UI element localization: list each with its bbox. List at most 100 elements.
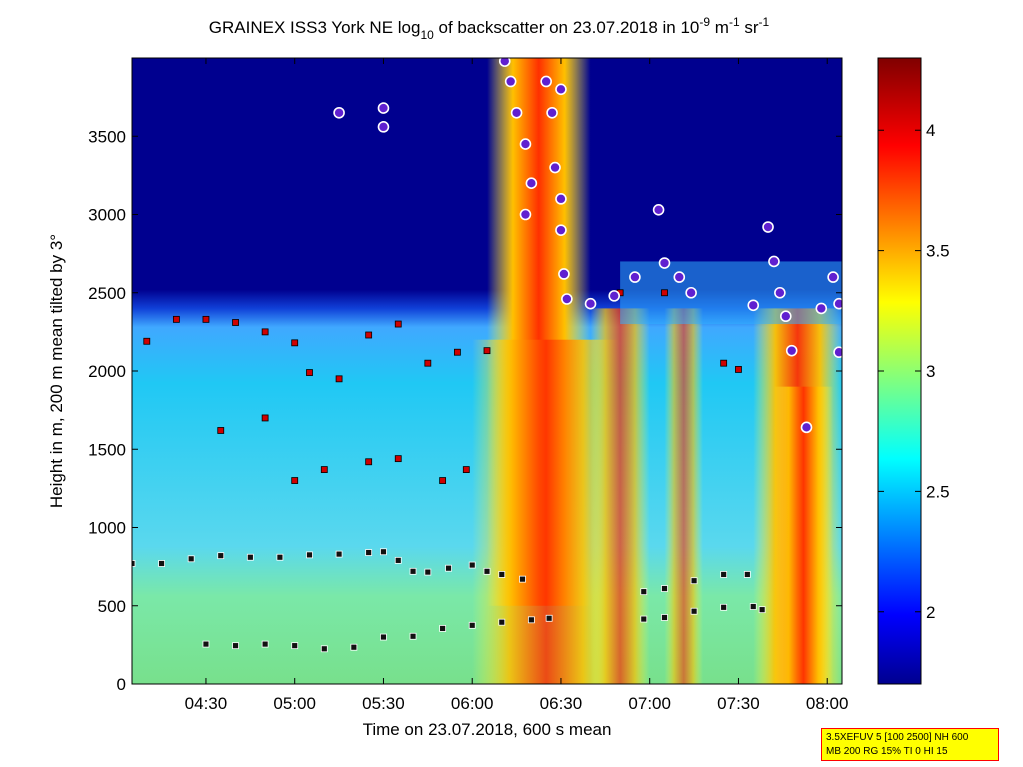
cloud-base-marker: [762, 221, 774, 233]
layer-marker: [202, 640, 210, 648]
mixed-layer-marker: [291, 477, 299, 484]
layer-marker: [217, 552, 225, 560]
cloud-layer: [620, 261, 842, 325]
cloud-base-marker: [519, 138, 532, 150]
colorbar-tick-label: 2.5: [926, 482, 950, 501]
y-tick-label: 1000: [88, 519, 126, 538]
layer-marker: [409, 632, 417, 640]
layer-marker: [424, 568, 432, 576]
layer-marker: [445, 564, 452, 572]
layer-marker: [661, 614, 668, 621]
colorbar: [877, 57, 922, 685]
cloud-base-marker: [779, 310, 792, 323]
colorbar-tick-label: 3: [926, 362, 935, 381]
cloud-base-marker: [584, 297, 597, 310]
mixed-layer-marker: [394, 455, 402, 463]
cloud-base-marker: [555, 83, 567, 96]
mixed-layer-marker: [424, 359, 432, 367]
cloud-base-marker: [658, 257, 671, 269]
mixed-layer-marker: [217, 427, 225, 434]
layer-marker: [519, 575, 526, 583]
layer-marker: [132, 560, 136, 567]
mixed-layer-marker: [306, 369, 313, 376]
layer-marker: [158, 560, 165, 567]
mixed-layer-marker: [291, 339, 299, 347]
mixed-layer-marker: [261, 328, 269, 336]
cloud-base-marker: [833, 297, 842, 310]
cloud-base-marker: [546, 106, 558, 119]
cloud-base-marker: [673, 271, 686, 283]
mixed-layer-marker: [439, 477, 447, 484]
layer-marker: [468, 561, 476, 569]
info-line-2: MB 200 RG 15% TI 0 HI 15: [826, 746, 948, 757]
y-tick-label: 2500: [88, 284, 126, 303]
mixed-layer-marker: [365, 458, 373, 466]
y-axis-label: Height in m, 200 m mean tilted by 3°: [47, 234, 66, 508]
x-tick-label: 05:30: [362, 694, 405, 713]
layer-marker: [527, 616, 535, 624]
cloud-base-marker: [558, 268, 570, 280]
cloud-base-marker: [833, 346, 842, 359]
layer-marker: [232, 642, 239, 650]
cloud-base-marker: [549, 161, 561, 174]
mixed-layer-marker: [394, 320, 402, 328]
cloud-base-marker: [504, 75, 517, 88]
layer-marker: [690, 577, 698, 585]
cloud-base-marker: [540, 75, 552, 88]
layer-marker: [187, 555, 195, 563]
layer-marker: [409, 567, 417, 575]
cloud-base-marker: [608, 290, 621, 302]
cloud-base-marker: [377, 121, 390, 133]
cloud-base-marker: [498, 58, 511, 67]
colorbar-tick-label: 2: [926, 603, 935, 622]
colorbar-axis: 2 2.5 3 3.5 4: [878, 121, 950, 622]
cloud-base-marker: [747, 299, 760, 312]
cloud-base-marker: [800, 421, 813, 434]
layer-marker: [291, 642, 299, 650]
cloud-base-marker: [685, 286, 697, 299]
layer-marker: [483, 567, 491, 575]
layer-marker: [380, 633, 387, 641]
mixed-layer-marker: [365, 331, 373, 339]
info-line-1: 3.5XEFUV 5 [100 2500] NH 600: [826, 732, 969, 743]
y-tick-label: 0: [117, 675, 126, 694]
mixed-layer-marker: [202, 315, 210, 323]
layer-marker: [720, 571, 728, 578]
cloud-base-marker: [768, 255, 780, 268]
cloud-base-marker: [629, 271, 641, 283]
heatmap-features: [472, 58, 842, 684]
layer-marker: [498, 618, 506, 626]
x-tick-label: 06:30: [540, 694, 583, 713]
layer-marker: [306, 551, 313, 559]
layer-marker: [276, 553, 284, 561]
layer-marker: [749, 603, 757, 610]
x-tick-label: 07:30: [717, 694, 760, 713]
mixed-layer-marker: [454, 348, 461, 356]
layer-marker: [365, 549, 373, 556]
cloud-base-marker: [815, 302, 828, 315]
mixed-layer-marker: [320, 466, 328, 473]
y-tick-label: 1500: [88, 440, 126, 459]
cloud-base-marker: [377, 102, 390, 114]
layer-marker: [246, 553, 254, 561]
cloud-base-marker: [519, 208, 532, 221]
layer-marker: [758, 606, 766, 614]
layer-marker: [439, 625, 447, 632]
layer-marker: [661, 585, 668, 592]
x-tick-label: 07:00: [628, 694, 671, 713]
plot-area: [132, 58, 842, 684]
plume-narrow: [590, 308, 650, 684]
layer-marker: [380, 548, 387, 556]
layer-marker: [350, 643, 358, 651]
mixed-layer-marker: [172, 315, 180, 323]
layer-marker: [320, 645, 328, 653]
y-tick-label: 2000: [88, 362, 126, 381]
plume-narrow-2: [664, 308, 703, 684]
y-tick-label: 3000: [88, 206, 126, 225]
cloud-base-marker: [333, 106, 345, 119]
mixed-layer-marker: [735, 366, 742, 373]
mixed-layer-marker: [232, 319, 239, 326]
layer-marker: [640, 588, 648, 596]
y-tick-label: 500: [98, 597, 126, 616]
mixed-layer-marker: [661, 289, 668, 297]
